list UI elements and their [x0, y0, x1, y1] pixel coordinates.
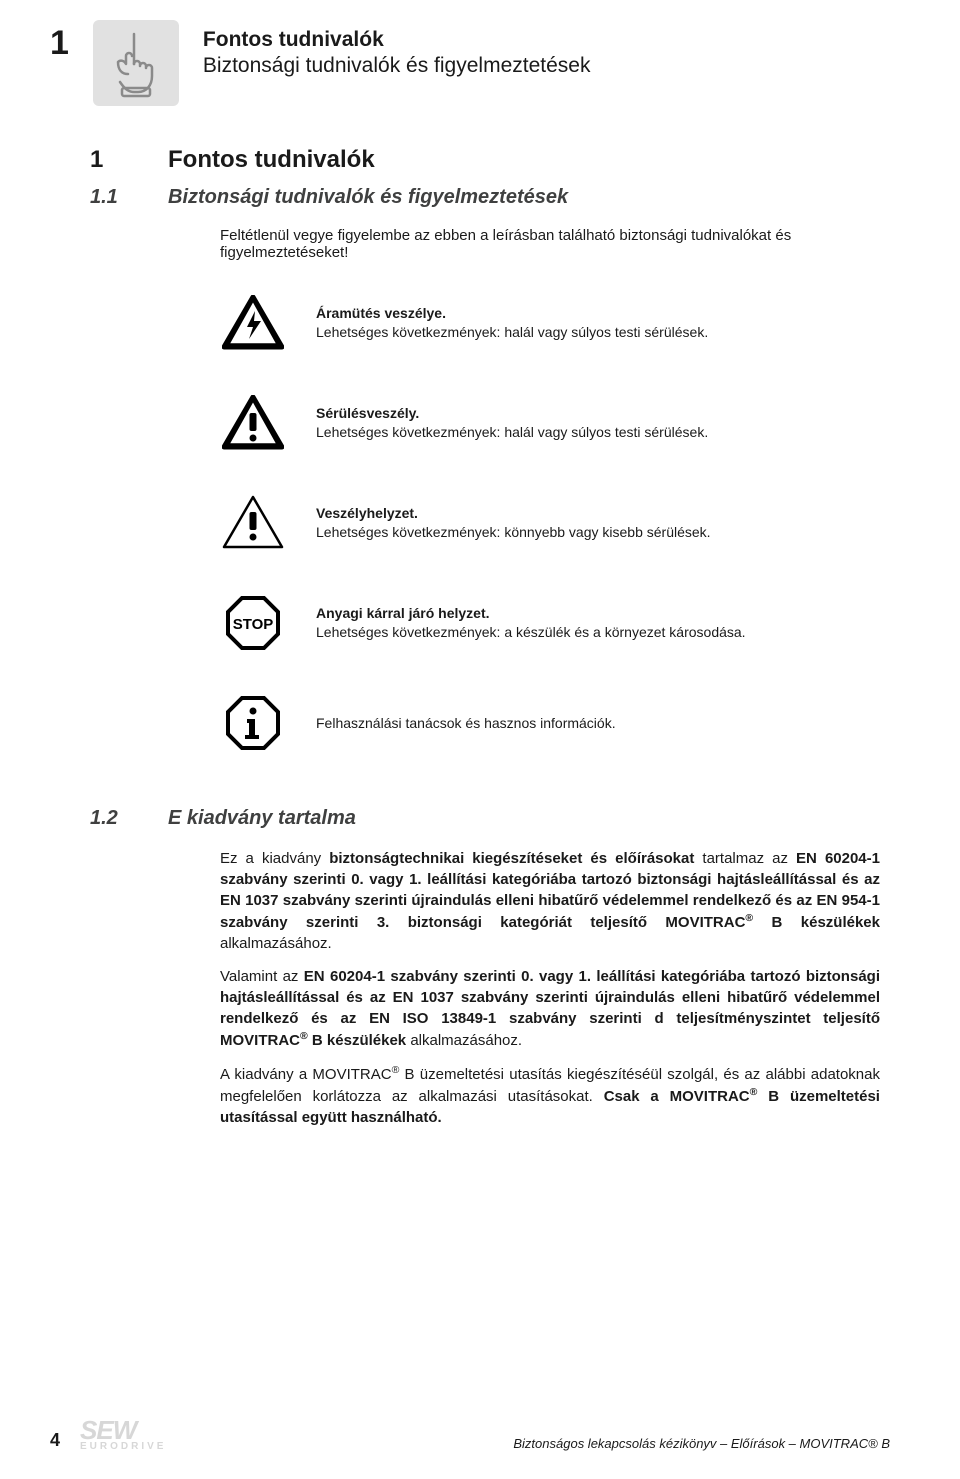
section-1-1-intro: Feltétlenül vegye figyelembe az ebben a …: [220, 227, 880, 261]
hazard-row-shock: Áramütés veszélye. Lehetséges következmé…: [220, 295, 880, 351]
header-title: Fontos tudnivalók: [203, 26, 591, 54]
svg-text:STOP: STOP: [233, 616, 274, 633]
attention-hand-icon: [93, 20, 179, 106]
hazard-title: Veszélyhelyzet.: [316, 504, 711, 523]
hazard-title: Sérülésveszély.: [316, 404, 708, 423]
electric-shock-icon: [220, 295, 286, 351]
section-1-title: Fontos tudnivalók: [168, 146, 375, 174]
header-subtitle: Biztonsági tudnivalók és figyelmeztetése…: [203, 54, 591, 78]
chapter-number: 1: [50, 26, 69, 60]
warning-solid-icon: [220, 395, 286, 451]
hazard-row-danger: Veszélyhelyzet. Lehetséges következménye…: [220, 495, 880, 551]
info-icon: [220, 695, 286, 751]
hazard-desc: Lehetséges következmények: halál vagy sú…: [316, 323, 708, 342]
sew-logo: SEW EURODRIVE: [80, 1419, 166, 1451]
hazard-desc: Felhasználási tanácsok és hasznos inform…: [316, 714, 616, 733]
stop-icon: STOP: [220, 595, 286, 651]
hazard-title: Áramütés veszélye.: [316, 304, 708, 323]
page-footer: 4 SEW EURODRIVE Biztonságos lekapcsolás …: [50, 1419, 890, 1451]
hazard-desc: Lehetséges következmények: könnyebb vagy…: [316, 523, 711, 542]
section-1-2-para-2: Valamint az EN 60204-1 szabvány szerinti…: [220, 966, 880, 1051]
hazard-desc: Lehetséges következmények: a készülék és…: [316, 623, 746, 642]
warning-outline-icon: [220, 495, 286, 551]
section-1-1-number: 1.1: [90, 186, 140, 209]
hazard-desc: Lehetséges következmények: halál vagy sú…: [316, 423, 708, 442]
section-1-number: 1: [90, 146, 140, 174]
section-1-2-para-1: Ez a kiadvány biztonságtechnikai kiegész…: [220, 848, 880, 954]
hazard-row-info: Felhasználási tanácsok és hasznos inform…: [220, 695, 880, 751]
footer-doc-title: Biztonságos lekapcsolás kézikönyv – Előí…: [513, 1436, 890, 1451]
page-header: 1 Fontos tudnivalók Biztonsági tudnivaló…: [50, 20, 890, 106]
section-1-1-title: Biztonsági tudnivalók és figyelmeztetése…: [168, 186, 568, 209]
hazard-title: Anyagi kárral járó helyzet.: [316, 604, 746, 623]
page-number: 4: [50, 1430, 60, 1451]
section-1-2-title: E kiadvány tartalma: [168, 807, 356, 830]
hazard-row-stop: STOP Anyagi kárral járó helyzet. Lehetsé…: [220, 595, 880, 651]
hazard-row-injury: Sérülésveszély. Lehetséges következménye…: [220, 395, 880, 451]
section-1-2-para-3: A kiadvány a MOVITRAC® B üzemeltetési ut…: [220, 1063, 880, 1128]
section-1-2-number: 1.2: [90, 807, 140, 830]
